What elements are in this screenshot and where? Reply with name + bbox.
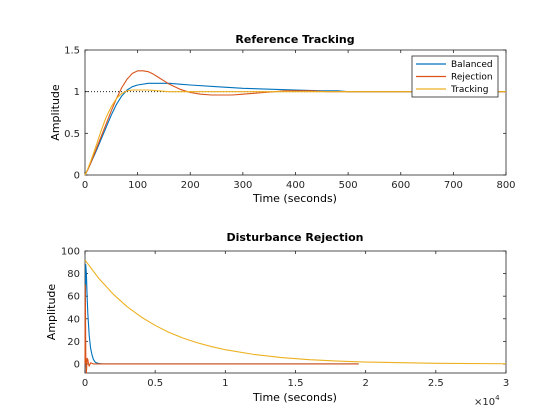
x-exponent-label: ×104 [474,394,500,408]
x-tick-label: 1 [222,378,228,389]
series-line-tracking-bottom [84,259,507,365]
y-tick-label: 20 [67,337,80,348]
x-tick-label: 1.5 [288,378,304,389]
y-tick-label: 40 [67,314,80,325]
series-line-tracking-top [84,89,506,176]
legend-label-balanced: Balanced [451,60,493,70]
x-tick-label: 600 [391,180,410,191]
x-tick-label: 100 [128,180,147,191]
y-tick-label: 60 [67,292,80,303]
y-tick-label: 0 [74,359,80,370]
x-tick-label: 2 [362,378,368,389]
x-tick-label: 300 [233,180,252,191]
x-tick-label: 400 [286,180,305,191]
axis-ticks-bottom: 0 0.5 1 1.5 2 2.5 3 0 20 40 60 80 100 [61,247,509,390]
y-tick-label: 80 [67,269,80,280]
y-axis-label-top: Amplitude [49,84,62,141]
axes-box-bottom [84,250,507,374]
series-line-rejection-bottom [84,284,359,374]
y-axis-label-bottom: Amplitude [45,284,58,341]
x-tick-label: 800 [496,180,515,191]
y-tick-label: 1.5 [64,46,80,57]
y-tick-label: 0 [74,171,80,182]
y-tick-label: 1 [74,87,80,98]
series-line-rejection-top [84,70,506,176]
x-axis-label-bottom: Time (seconds) [252,391,337,404]
x-tick-label: 0 [82,378,88,389]
series-layer-top [84,70,506,176]
axis-ticks-top: 0 100 200 300 400 500 600 700 800 0 0.5 1 1.5 [64,46,515,192]
x-tick-label: 2.5 [428,378,444,389]
chart-title-top: Reference Tracking [235,33,354,46]
x-tick-label: 700 [444,180,463,191]
subplot-disturbance-rejection: Disturbance Rejection Time (seconds) Amp… [45,231,509,408]
x-tick-label: 0.5 [147,378,163,389]
legend-label-tracking: Tracking [450,85,488,95]
series-line-balanced-top [84,82,506,176]
x-axis-label-top: Time (seconds) [252,192,337,205]
x-tick-label: 200 [181,180,200,191]
legend: Balanced Rejection Tracking [411,55,499,98]
x-tick-label: 0 [82,180,88,191]
x-tick-label: 3 [503,378,509,389]
subplot-reference-tracking: Reference Tracking Time (seconds) Amplit… [49,33,516,205]
series-layer-bottom [84,259,507,374]
y-tick-label: 0.5 [64,129,80,140]
x-tick-label: 500 [339,180,358,191]
chart-title-bottom: Disturbance Rejection [226,231,363,244]
legend-label-rejection: Rejection [451,73,493,83]
y-tick-label: 100 [61,247,80,258]
